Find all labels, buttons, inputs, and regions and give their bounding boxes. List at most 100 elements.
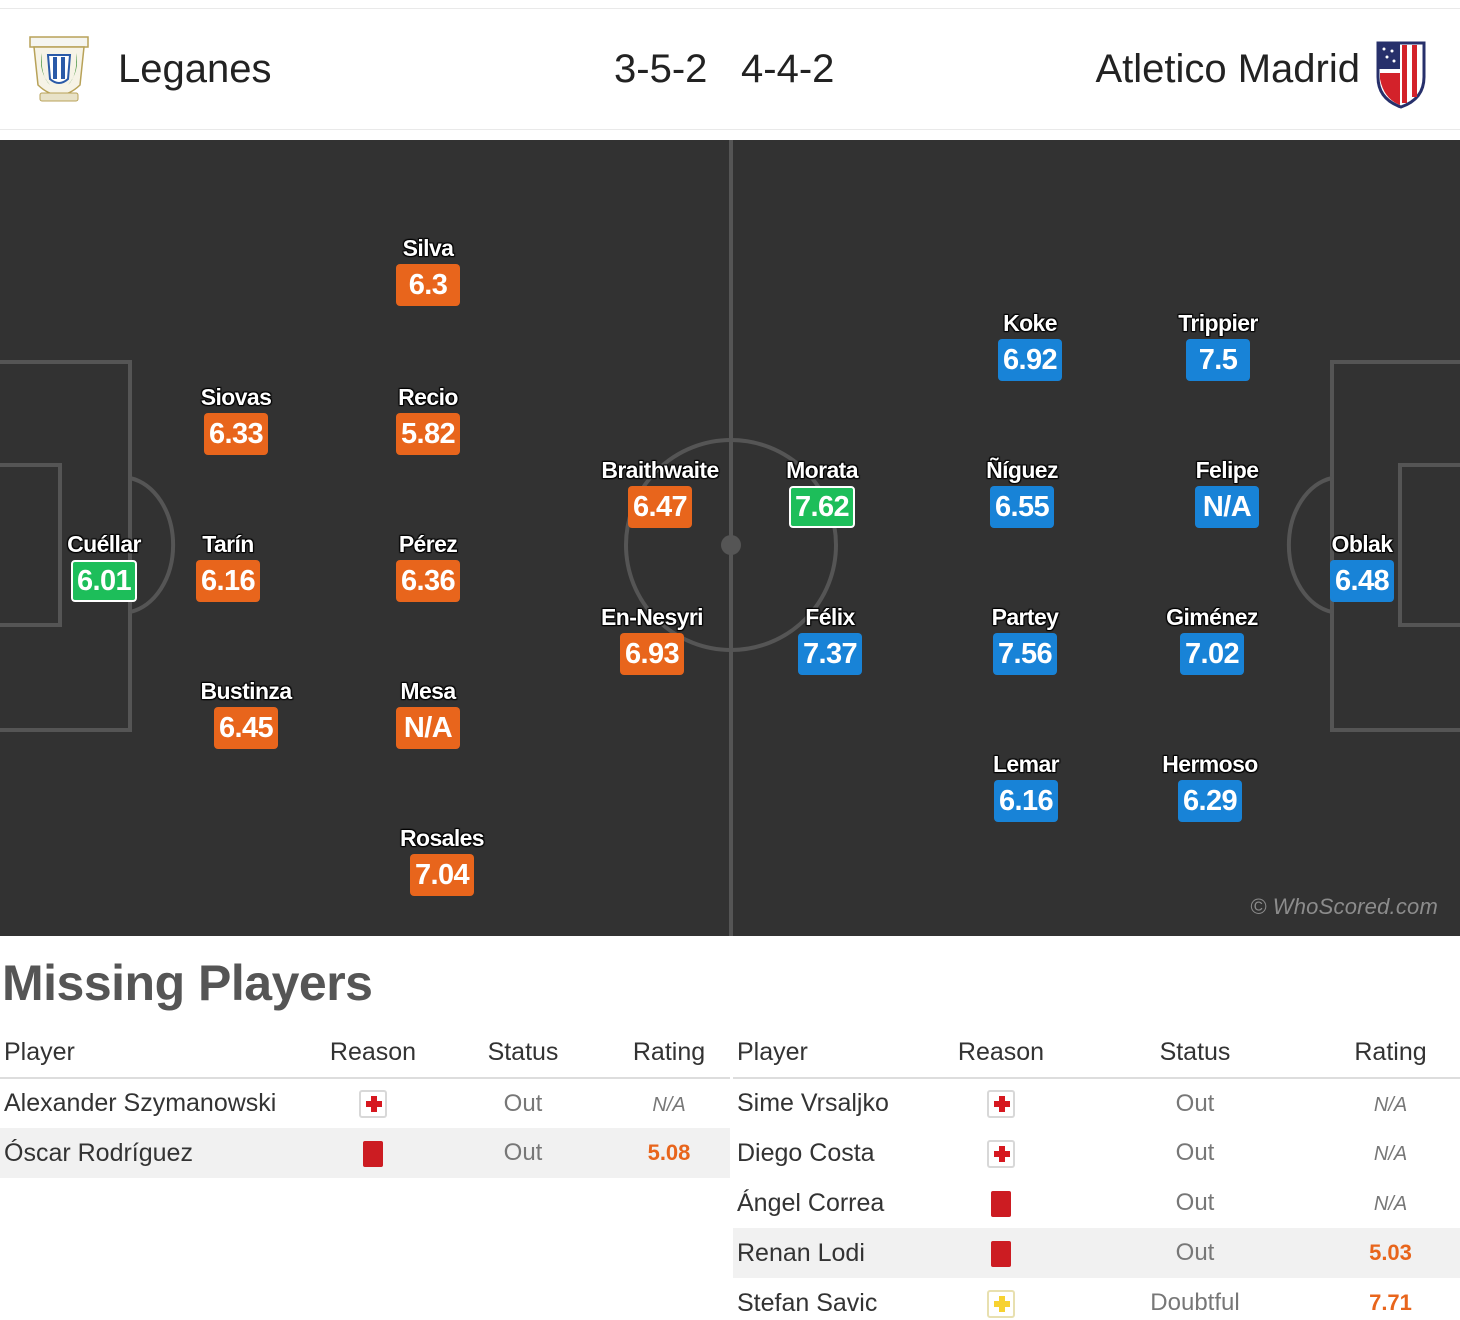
player-name: Tarín	[202, 531, 254, 557]
player-rating: 6.3	[396, 264, 460, 306]
player-rating: 7.56	[993, 633, 1057, 675]
rating-value: N/A	[1373, 1093, 1408, 1116]
away-player-felipe[interactable]: Felipe N/A	[1157, 456, 1297, 528]
player-name: Partey	[991, 604, 1059, 630]
player-rating: 7.5	[1186, 339, 1250, 381]
away-player-partey[interactable]: Partey 7.56	[955, 603, 1095, 675]
missing-player-name[interactable]: Stefan Savic	[737, 1288, 878, 1317]
home-player-rosales[interactable]: Rosales 7.04	[372, 824, 512, 896]
column-header-reason[interactable]: Reason	[308, 1028, 438, 1079]
player-rating: 6.36	[396, 560, 460, 602]
home-player-siovas[interactable]: Siovas 6.33	[166, 383, 306, 455]
leganes-crest-icon[interactable]	[26, 35, 92, 107]
away-player-oblak[interactable]: Oblak 6.48	[1292, 530, 1432, 602]
injury-icon[interactable]	[987, 1139, 1015, 1168]
red-card-icon[interactable]	[991, 1190, 1011, 1217]
column-header-player[interactable]: Player	[733, 1028, 933, 1079]
player-name: Morata	[786, 457, 858, 483]
away-player-trippier[interactable]: Trippier 7.5	[1148, 309, 1288, 381]
table-row: Diego Costa Out N/A	[733, 1128, 1460, 1178]
rating-value: N/A	[1373, 1143, 1408, 1165]
away-player-niguez[interactable]: Ñíguez 6.55	[952, 456, 1092, 528]
away-player-hermoso[interactable]: Hermoso 6.29	[1140, 750, 1280, 822]
missing-reason	[933, 1128, 1069, 1178]
red-card-icon[interactable]	[991, 1240, 1011, 1267]
away-player-felix[interactable]: Félix 7.37	[760, 603, 900, 675]
home-team-name[interactable]: Leganes	[118, 47, 272, 91]
atletico-crest-icon[interactable]	[1372, 39, 1430, 111]
missing-status: Out	[1175, 1189, 1215, 1216]
home-missing-players-table: Player Reason Status Rating Alexander Sz…	[0, 1028, 730, 1178]
away-player-gimenez[interactable]: Giménez 7.02	[1142, 603, 1282, 675]
table-row: Óscar Rodríguez Out 5.08	[0, 1128, 730, 1178]
lineup-pitch: Cuéllar 6.01 Siovas 6.33 Tarín 6.16 Bust…	[0, 140, 1460, 936]
missing-player-name[interactable]: Óscar Rodríguez	[0, 1128, 308, 1178]
player-rating: 7.04	[410, 854, 474, 896]
away-formation: 4-4-2	[741, 47, 835, 91]
missing-player-name[interactable]: Diego Costa	[737, 1138, 875, 1167]
home-player-braithwaite[interactable]: Braithwaite 6.47	[590, 456, 730, 528]
away-player-morata[interactable]: Morata 7.62	[752, 456, 892, 528]
player-name: Rosales	[399, 825, 485, 851]
missing-rating: 5.03	[1321, 1228, 1460, 1278]
missing-player-name[interactable]: Alexander Szymanowski	[4, 1089, 277, 1117]
player-rating: 7.37	[798, 633, 862, 675]
player-name: Félix	[805, 604, 855, 630]
player-name: En-Nesyri	[601, 604, 704, 630]
away-player-koke[interactable]: Koke 6.92	[960, 309, 1100, 381]
missing-status: Out	[1069, 1228, 1321, 1278]
home-player-bustinza[interactable]: Bustinza 6.45	[176, 677, 316, 749]
missing-reason	[933, 1178, 1069, 1228]
home-player-tarin[interactable]: Tarín 6.16	[158, 530, 298, 602]
table-row: Stefan Savic Doubtful 7.71	[733, 1278, 1460, 1320]
column-header-reason[interactable]: Reason	[933, 1028, 1069, 1079]
home-player-cuellar[interactable]: Cuéllar 6.01	[34, 530, 174, 602]
missing-player-name[interactable]: Renan Lodi	[733, 1228, 933, 1278]
rating-value: 5.08	[647, 1140, 691, 1165]
player-name: Trippier	[1178, 310, 1258, 336]
match-header: Leganes 3-5-2 4-4-2 Atletico Madrid	[0, 8, 1460, 130]
home-player-recio[interactable]: Recio 5.82	[358, 383, 498, 455]
away-team-name[interactable]: Atletico Madrid	[1095, 47, 1360, 91]
column-header-status[interactable]: Status	[438, 1028, 608, 1079]
missing-rating: 7.71	[1321, 1278, 1460, 1320]
column-header-rating[interactable]: Rating	[1321, 1028, 1460, 1079]
player-name: Lemar	[992, 751, 1060, 777]
table-row: Alexander Szymanowski Out N/A	[0, 1078, 730, 1128]
missing-player-name[interactable]: Ángel Correa	[737, 1188, 885, 1217]
player-name: Cuéllar	[67, 531, 141, 557]
doubtful-icon[interactable]	[987, 1289, 1015, 1318]
missing-status: Out	[503, 1089, 543, 1117]
home-player-silva[interactable]: Silva 6.3	[358, 234, 498, 306]
away-missing-players-table: Player Reason Status Rating Sime Vrsaljk…	[733, 1028, 1460, 1320]
player-rating: 6.29	[1178, 780, 1242, 822]
player-name: Siovas	[200, 384, 272, 410]
injury-icon[interactable]	[359, 1090, 387, 1119]
column-header-player[interactable]: Player	[0, 1028, 308, 1079]
missing-player-name[interactable]: Sime Vrsaljko	[737, 1089, 889, 1117]
missing-status: Out	[1175, 1089, 1215, 1117]
player-rating: 6.48	[1330, 560, 1394, 602]
missing-rating: N/A	[1321, 1078, 1460, 1128]
table-row: Sime Vrsaljko Out N/A	[733, 1078, 1460, 1128]
table-header-row: Player Reason Status Rating	[0, 1028, 730, 1079]
missing-rating: N/A	[608, 1078, 730, 1128]
column-header-rating[interactable]: Rating	[608, 1028, 730, 1079]
player-name: Oblak	[1331, 531, 1394, 557]
home-player-en-nesyri[interactable]: En-Nesyri 6.93	[582, 603, 722, 675]
missing-reason	[933, 1228, 1069, 1278]
missing-rating: N/A	[1321, 1178, 1460, 1228]
missing-reason	[933, 1078, 1069, 1128]
player-rating: 6.93	[620, 633, 684, 675]
red-card-icon[interactable]	[363, 1140, 383, 1167]
missing-status: Doubtful	[1150, 1289, 1240, 1316]
home-player-mesa[interactable]: Mesa N/A	[358, 677, 498, 749]
injury-icon[interactable]	[987, 1090, 1015, 1119]
player-rating: N/A	[396, 707, 460, 749]
player-name: Giménez	[1166, 604, 1258, 630]
column-header-status[interactable]: Status	[1069, 1028, 1321, 1079]
away-player-lemar[interactable]: Lemar 6.16	[956, 750, 1096, 822]
home-player-perez[interactable]: Pérez 6.36	[358, 530, 498, 602]
home-formation: 3-5-2	[614, 47, 708, 91]
player-name: Mesa	[400, 678, 456, 704]
